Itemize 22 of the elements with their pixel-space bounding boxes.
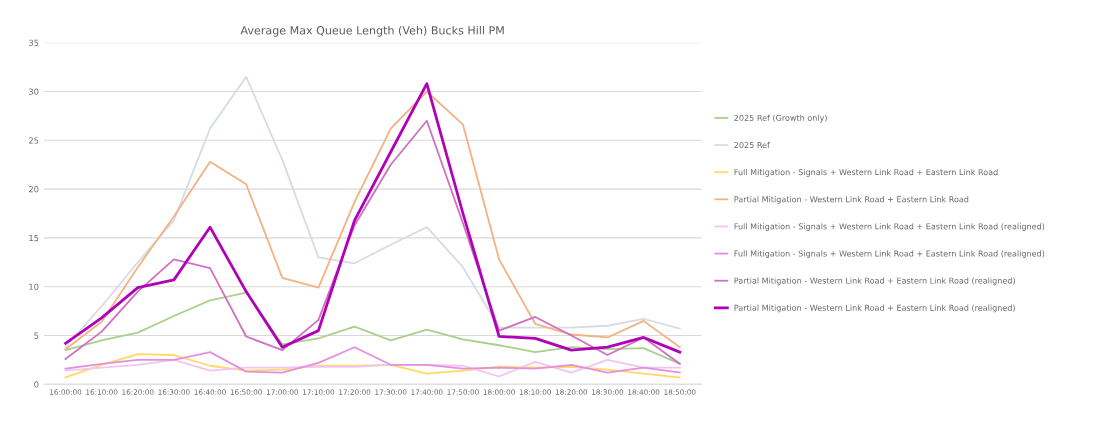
y-tick-label: 5 (34, 332, 39, 339)
legend-label: Full Mitigation - Signals + Western Link Road + Eastern Link Road (734, 168, 998, 177)
y-tick-label: 30 (29, 88, 39, 95)
line-series (64, 291, 681, 365)
legend-label: Partial Mitigation - Western Link Road + Eastern Link Road (734, 196, 969, 204)
line-series (64, 358, 681, 378)
legend-label: 2025 Ref (734, 141, 771, 149)
y-tick-label: 15 (29, 234, 39, 242)
chart-title: Average Max Queue Length (Veh) Bucks Hill PM (240, 25, 504, 37)
line-series (64, 346, 681, 374)
legend-label: Partial Mitigation - Western Link Road + Eastern Link Road (realigned) (734, 304, 1015, 313)
y-tick-label: 25 (28, 137, 39, 144)
legend-label: 2025 Ref (Growth only) (734, 114, 827, 123)
y-tick-label: 0 (34, 381, 39, 388)
line-series (64, 353, 681, 379)
y-tick-label: 10 (29, 283, 39, 290)
y-tick-label: 35 (29, 39, 39, 46)
line-series (64, 119, 681, 365)
legend-label: Full Mitigation - Signals + Western Link Road + Eastern Link Road (realigned) (734, 223, 1045, 231)
y-tick-label: 20 (28, 186, 39, 193)
legend-label: Full Mitigation - Signals + Western Link Road + Eastern Link Road (realigned) (734, 250, 1045, 259)
legend-label: Partial Mitigation - Western Link Road + Eastern Link Road (realigned) (734, 277, 1015, 286)
